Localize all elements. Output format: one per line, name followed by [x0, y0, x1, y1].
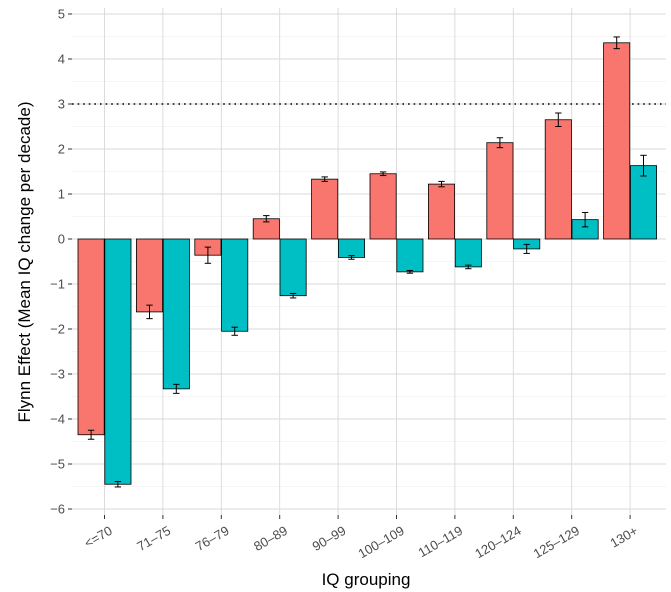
error-bar [496, 137, 504, 149]
x-tick-label: 125–129 [531, 523, 582, 561]
error-bar [146, 304, 153, 320]
bar [454, 238, 482, 268]
bar [396, 238, 424, 273]
x-tick-label: 80–89 [251, 523, 290, 554]
error-bar [173, 383, 180, 394]
bar [104, 238, 132, 485]
error-bar [348, 255, 355, 260]
x-tick-label: 76–79 [193, 523, 232, 554]
y-tick-label: −1 [50, 277, 65, 292]
y-tick-label: 4 [58, 52, 65, 67]
bar [603, 42, 631, 240]
bar [630, 165, 658, 240]
y-tick-label: 2 [58, 142, 65, 157]
error-bar [613, 36, 620, 50]
bar [369, 173, 397, 240]
bar [544, 119, 572, 240]
bar [427, 183, 455, 240]
x-tick-label: <=70 [82, 523, 115, 551]
error-bar [289, 292, 297, 299]
y-tick-label: −5 [50, 457, 65, 472]
y-tick-label: −4 [50, 412, 65, 427]
y-tick-label: 3 [58, 97, 65, 112]
error-bar [523, 243, 530, 254]
y-tick-label: 0 [58, 232, 65, 247]
x-tick-label: 130+ [608, 523, 641, 551]
error-bar [379, 171, 387, 177]
y-tick-label: −3 [50, 367, 65, 382]
error-bars [87, 36, 647, 488]
bar [337, 238, 365, 258]
y-tick-label: −2 [50, 322, 65, 337]
error-bar [438, 180, 445, 188]
x-tick-label: 100–109 [355, 523, 406, 561]
bar [162, 238, 190, 390]
error-bar [406, 270, 414, 274]
x-tick-label: 90–99 [310, 523, 349, 554]
bar [311, 178, 339, 240]
error-bar [640, 154, 647, 177]
x-tick-label: 110–119 [416, 523, 466, 560]
error-bar [87, 429, 95, 440]
error-bar [114, 481, 122, 488]
bar [279, 238, 307, 297]
error-bar [321, 176, 328, 182]
error-bar [465, 264, 472, 270]
y-tick-label: 1 [58, 187, 65, 202]
bar [135, 238, 163, 313]
bars [77, 42, 658, 485]
bar [221, 238, 249, 332]
error-bar [555, 112, 562, 127]
x-tick-label: 71–75 [134, 523, 173, 554]
error-bar [231, 326, 238, 336]
x-axis-title: IQ grouping [322, 570, 411, 589]
bar [486, 142, 514, 240]
y-axis-ticks: 5 4 3 2 1 0 −1 −2 −3 −4 −5 −6 [50, 7, 72, 517]
error-bar [581, 211, 589, 228]
bar [77, 238, 105, 436]
x-tick-label: 120–124 [472, 523, 523, 561]
y-axis-title: Flynn Effect (Mean IQ change per decade) [15, 102, 34, 423]
error-bar [204, 246, 212, 264]
y-tick-label: 5 [58, 7, 65, 22]
error-bar [263, 215, 270, 223]
x-axis-ticks: <=70 71–75 76–79 80–89 90–99 100–109 110–119 12… [82, 515, 641, 561]
y-tick-label: −6 [50, 502, 65, 517]
